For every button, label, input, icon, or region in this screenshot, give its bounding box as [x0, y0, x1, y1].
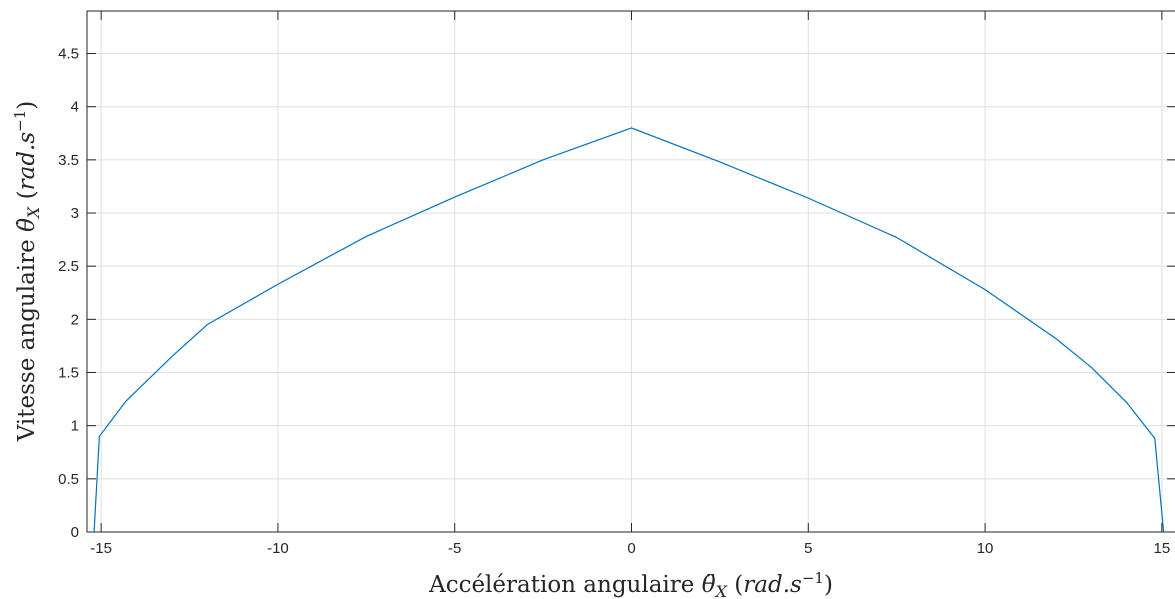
- y-tick-label: 4: [71, 99, 79, 116]
- ticks: [87, 11, 1175, 533]
- x-tick-label: -5: [448, 540, 461, 557]
- y-axis-title-unit-open: (: [14, 190, 40, 206]
- y-axis-title: Vitesse angulaire θ̇X (rad.s−1): [11, 101, 43, 443]
- y-axis-title-subscript: X: [24, 206, 43, 220]
- x-axis-title-unit-open: (: [727, 572, 743, 598]
- x-axis-title-unit-exp: −1: [802, 569, 824, 587]
- y-tick-label: 1.5: [58, 365, 79, 382]
- y-axis-title-unit-base: rad.s: [14, 132, 40, 191]
- x-tick-label: 15: [1154, 540, 1171, 557]
- y-tick-label: 2: [71, 311, 79, 328]
- x-tick-label: 0: [627, 540, 635, 557]
- y-tick-label: 1: [71, 418, 79, 435]
- x-axis-title-prefix: Accélération angulaire: [428, 572, 702, 598]
- y-tick-label: 4.5: [58, 46, 79, 63]
- y-tick-label: 2.5: [58, 258, 79, 275]
- series-line: [93, 127, 1165, 533]
- x-axis-title: Accélération angulaire θ̈X (rad.s−1): [428, 569, 833, 599]
- y-axis-title-unit-exp: −1: [11, 110, 29, 132]
- y-axis-title-unit-close: ): [14, 101, 40, 110]
- y-axis-title-symbol: θ̇: [14, 218, 40, 232]
- y-tick-label: 3.5: [58, 152, 79, 169]
- x-tick-label: -10: [267, 540, 289, 557]
- x-axis-title-symbol: θ̈: [702, 572, 716, 598]
- x-axis-title-unit-close: ): [824, 572, 833, 598]
- y-tick-label: 0.5: [58, 471, 79, 488]
- y-tick-label: 0: [71, 524, 79, 541]
- tick-labels: -15 -10 -5 0 5 10 15 0 0.5 1 1.5 2 2.5 3 3.5 4 4.5: [58, 46, 1170, 557]
- series-group: [93, 127, 1165, 533]
- x-axis-title-subscript: X: [714, 582, 728, 599]
- x-tick-label: 5: [804, 540, 812, 557]
- y-axis-title-prefix: Vitesse angulaire: [14, 232, 40, 442]
- x-axis-title-unit-base: rad.s: [743, 572, 802, 598]
- x-tick-label: -15: [90, 540, 112, 557]
- x-tick-label: 10: [977, 540, 994, 557]
- y-tick-label: 3: [71, 205, 79, 222]
